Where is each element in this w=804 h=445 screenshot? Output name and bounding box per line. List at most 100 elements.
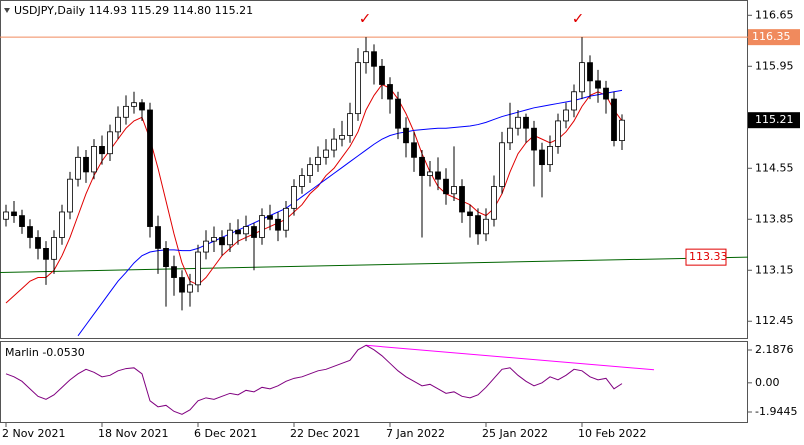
y-tick-label: 115.95: [755, 59, 794, 72]
candle-body: [611, 98, 617, 141]
candle-body: [467, 211, 473, 217]
candle-body: [603, 87, 609, 100]
candle-body: [115, 116, 121, 133]
candle-body: [371, 51, 377, 67]
candle-body: [3, 211, 9, 220]
candle-body: [619, 119, 625, 141]
x-tick-label: 7 Jan 2022: [386, 427, 445, 440]
line: [5, 344, 623, 415]
level-label: 116.35: [752, 30, 791, 43]
y-tick-label: 113.15: [755, 263, 794, 276]
candle-body: [179, 277, 185, 293]
candle-body: [171, 266, 177, 278]
annotation: ✓: [572, 10, 585, 28]
candle-body: [595, 80, 601, 89]
candle-body: [323, 149, 329, 158]
candle-body: [507, 127, 513, 144]
candle-body: [139, 102, 145, 111]
candle-body: [459, 186, 465, 213]
candle-body: [563, 109, 569, 122]
candle-body: [163, 248, 169, 268]
candle-body: [243, 226, 249, 235]
candle-body: [555, 120, 561, 147]
annotation: ✓: [359, 10, 372, 28]
candle-body: [99, 146, 105, 155]
x-tick-label: 22 Dec 2021: [290, 427, 360, 440]
candle-body: [203, 240, 209, 253]
candle-body: [355, 62, 361, 115]
candle-body: [187, 284, 193, 293]
candle-body: [235, 229, 241, 235]
x-tick-label: 18 Nov 2021: [98, 427, 168, 440]
chart-title: USDJPY,Daily 114.93 115.29 114.80 115.21: [14, 4, 253, 17]
price-label: 115.21: [755, 113, 794, 126]
ma-label-bg: [685, 248, 727, 266]
x-tick-label: 6 Dec 2021: [194, 427, 257, 440]
ma-label: 113.33: [689, 250, 728, 263]
y-tick-label: 116.65: [755, 8, 794, 21]
candle-body: [307, 164, 313, 176]
candle-body: [339, 135, 345, 140]
candle-body: [547, 146, 553, 166]
candle-body: [571, 91, 577, 111]
candle-body: [91, 146, 97, 173]
candle-body: [531, 127, 537, 151]
candle-body: [387, 84, 393, 100]
y-tick-label: 114.55: [755, 161, 794, 174]
candle-body: [499, 142, 505, 187]
candle-body: [347, 113, 353, 136]
x-tick-label: 10 Feb 2022: [578, 427, 646, 440]
candle-body: [475, 215, 481, 235]
level-label-bg: [748, 29, 800, 46]
candle-body: [515, 116, 521, 129]
candle-body: [27, 226, 33, 238]
candle-body: [219, 237, 225, 246]
main-frame: [0, 0, 748, 339]
candle-body: [35, 237, 41, 249]
candle-body: [67, 178, 73, 213]
y-tick-label: 0.00: [755, 376, 780, 389]
candle-body: [83, 156, 89, 173]
trendline: [365, 344, 655, 371]
x-tick-label: 2 Nov 2021: [2, 427, 65, 440]
candle-body: [155, 226, 161, 249]
candle-body: [227, 229, 233, 246]
candle-body: [291, 186, 297, 209]
candle-body: [443, 178, 449, 195]
candle-body: [283, 207, 289, 231]
candle-body: [59, 211, 65, 238]
candle-body: [419, 156, 425, 176]
candle-body: [19, 215, 25, 227]
candle-body: [131, 102, 137, 107]
candle-body: [147, 109, 153, 227]
candle-body: [579, 62, 585, 93]
price-label-bg: [748, 112, 800, 129]
y-tick-label: 113.85: [755, 212, 794, 225]
y-tick-label: -1.9445: [755, 405, 797, 418]
candle-body: [451, 186, 457, 195]
candle-body: [315, 156, 321, 166]
plot: 116.65 115.95 114.55 113.85 113.15 112.45 2.18…: [0, 8, 800, 440]
candle-body: [259, 215, 265, 238]
candle-body: [411, 142, 417, 158]
candle-body: [483, 218, 489, 235]
candle-body: [363, 51, 369, 64]
candle-body: [523, 116, 529, 129]
candle-body: [331, 138, 337, 151]
candle-body: [379, 65, 385, 85]
y-tick-label: 112.45: [755, 314, 794, 327]
indicator-frame: [0, 341, 748, 423]
x-tick-label: 25 Jan 2022: [482, 427, 548, 440]
y-tick-label: 2.1876: [755, 343, 794, 356]
candle-body: [539, 149, 545, 166]
candle-body: [427, 171, 433, 176]
symbol-icon: [4, 8, 10, 13]
candle-body: [251, 226, 257, 238]
candle-body: [123, 105, 129, 118]
indicator-title: Marlin -0.0530: [5, 346, 85, 359]
candle-body: [75, 156, 81, 180]
candle-body: [43, 248, 49, 260]
candle-body: [299, 175, 305, 187]
